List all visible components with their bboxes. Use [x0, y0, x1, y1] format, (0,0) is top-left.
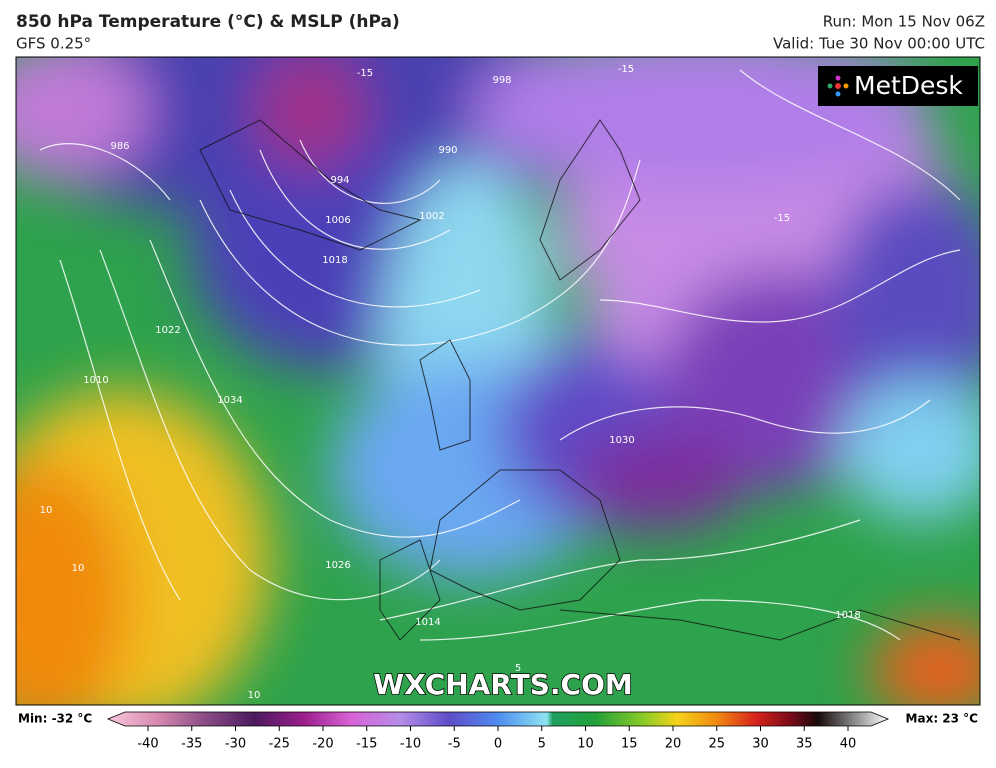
colorbar-tick-label: 10	[577, 737, 594, 752]
colorbar-tick-label: -30	[225, 737, 246, 752]
contour-label: 1022	[155, 325, 180, 336]
colorbar-tick-label: -25	[269, 737, 290, 752]
title: 850 hPa Temperature (°C) & MSLP (hPa)	[16, 12, 400, 32]
colorbar-tick-label: 5	[538, 737, 546, 752]
contour-label: 986	[110, 141, 129, 152]
map: 9869941002101810069909981022101010341026…	[16, 57, 980, 705]
contour-label: 994	[330, 175, 349, 186]
max-label: Max: 23 °C	[906, 712, 979, 726]
contour-label: 1002	[419, 211, 444, 222]
contour-label: 1006	[325, 215, 350, 226]
contour-label: 10	[248, 690, 261, 701]
colorbar-tick-label: 40	[840, 737, 857, 752]
contour-label: 1030	[609, 435, 634, 446]
contour-label: 1014	[415, 617, 440, 628]
contour-label: 998	[492, 75, 511, 86]
contour-label: 1034	[217, 395, 242, 406]
colorbar-tick-label: 15	[621, 737, 638, 752]
contour-label: -15	[357, 68, 373, 79]
min-label: Min: -32 °C	[18, 712, 92, 726]
colorbar: -40 -35 -30 -25 -20 -15 -10 -5 0 5 10 15 20 25 30 35 40	[106, 711, 890, 752]
logo-icon	[827, 75, 849, 97]
colorbar-tick-label: 0	[494, 737, 502, 752]
contour-label: 990	[438, 145, 457, 156]
contour-label: 10	[72, 563, 85, 574]
run: Run: Mon 15 Nov 06Z	[823, 13, 985, 31]
colorbar-tick-label: -5	[448, 737, 461, 752]
colorbar-tick-label: 20	[665, 737, 682, 752]
colorbar-tick-label: -10	[400, 737, 421, 752]
model: GFS 0.25°	[16, 35, 91, 53]
contour-label: 1026	[325, 560, 350, 571]
contour-label: 1010	[83, 375, 108, 386]
watermark: WXCHARTS.COM	[373, 668, 633, 701]
colorbar-tick-label: 25	[708, 737, 725, 752]
contour-label: -15	[774, 213, 790, 224]
valid: Valid: Tue 30 Nov 00:00 UTC	[773, 35, 985, 53]
colorbar-tick-label: 35	[796, 737, 813, 752]
contour-label: 10	[40, 505, 53, 516]
colorbar-bar	[106, 711, 890, 727]
colorbar-tick-label: -40	[137, 737, 158, 752]
contour-label: 5	[515, 663, 521, 674]
contour-label: 1018	[322, 255, 347, 266]
logo: MetDesk	[854, 71, 963, 100]
contour-label: -15	[618, 64, 634, 75]
colorbar-tick-label: -35	[181, 737, 202, 752]
map-frame	[15, 56, 981, 706]
colorbar-tick-label: -20	[312, 737, 333, 752]
colorbar-tick-label: -15	[356, 737, 377, 752]
contour-label: 1018	[835, 610, 860, 621]
colorbar-tick-label: 30	[752, 737, 769, 752]
